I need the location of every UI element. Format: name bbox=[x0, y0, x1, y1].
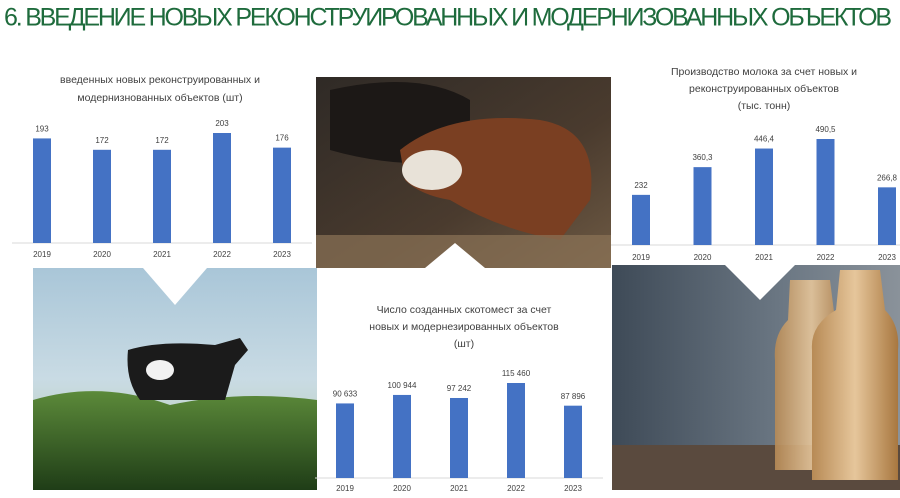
x-tick-label: 2019 bbox=[632, 253, 650, 262]
x-tick-label: 2022 bbox=[213, 250, 231, 259]
value-label: 97 242 bbox=[447, 384, 472, 393]
value-label: 176 bbox=[275, 134, 289, 143]
chart-title: модернизнованных объектов (шт) bbox=[77, 92, 242, 104]
bar bbox=[632, 194, 650, 245]
value-label: 90 633 bbox=[333, 390, 358, 399]
value-label: 172 bbox=[95, 136, 109, 145]
x-tick-label: 2019 bbox=[336, 484, 354, 493]
bar bbox=[878, 187, 896, 245]
bar bbox=[816, 139, 835, 245]
value-label: 115 460 bbox=[502, 369, 531, 378]
x-tick-label: 2023 bbox=[564, 484, 582, 493]
chart-title: Производство молока за счет новых и bbox=[671, 66, 857, 78]
chart-title: (тыс. тонн) bbox=[738, 100, 791, 112]
bar bbox=[93, 149, 111, 243]
x-tick-label: 2020 bbox=[694, 253, 712, 262]
value-label: 87 896 bbox=[561, 392, 586, 401]
bar bbox=[33, 138, 51, 243]
x-tick-label: 2022 bbox=[817, 253, 835, 262]
x-tick-label: 2020 bbox=[393, 484, 411, 493]
photo-milk bbox=[612, 265, 900, 490]
x-tick-label: 2020 bbox=[93, 250, 111, 259]
value-label: 172 bbox=[155, 136, 169, 145]
page-title: 6. ВВЕДЕНИЕ НОВЫХ РЕКОНСТРУИРОВАННЫХ И М… bbox=[4, 4, 891, 32]
x-tick-label: 2019 bbox=[33, 250, 51, 259]
bar bbox=[755, 148, 773, 245]
value-label: 360,3 bbox=[692, 153, 713, 162]
value-label: 490,5 bbox=[815, 125, 836, 134]
photo-barn bbox=[316, 77, 611, 268]
bar bbox=[213, 133, 231, 243]
chart-title: новых и модернезированных объектов bbox=[369, 321, 559, 333]
value-label: 266,8 bbox=[877, 173, 898, 182]
bar bbox=[393, 394, 411, 478]
x-tick-label: 2021 bbox=[450, 484, 468, 493]
x-tick-label: 2023 bbox=[273, 250, 291, 259]
bar bbox=[693, 167, 712, 245]
chart-title: реконструированных объектов bbox=[689, 83, 839, 95]
x-tick-label: 2023 bbox=[878, 253, 896, 262]
value-label: 232 bbox=[634, 181, 648, 190]
bar bbox=[564, 405, 582, 478]
value-label: 446,4 bbox=[754, 135, 775, 144]
chart-title: (шт) bbox=[454, 338, 474, 350]
bar bbox=[507, 383, 525, 478]
bar bbox=[273, 147, 291, 243]
value-label: 100 944 bbox=[388, 381, 417, 390]
x-tick-label: 2021 bbox=[153, 250, 171, 259]
value-label: 203 bbox=[215, 119, 229, 128]
x-tick-label: 2021 bbox=[755, 253, 773, 262]
chart-title: введенных новых реконструированных и bbox=[60, 74, 260, 86]
bar bbox=[336, 403, 354, 478]
chart-title: Число созданных скотомест за счет bbox=[377, 304, 552, 316]
bar bbox=[153, 149, 171, 243]
x-tick-label: 2022 bbox=[507, 484, 525, 493]
bar bbox=[450, 397, 468, 478]
photo-field bbox=[33, 268, 317, 490]
value-label: 193 bbox=[35, 125, 49, 134]
